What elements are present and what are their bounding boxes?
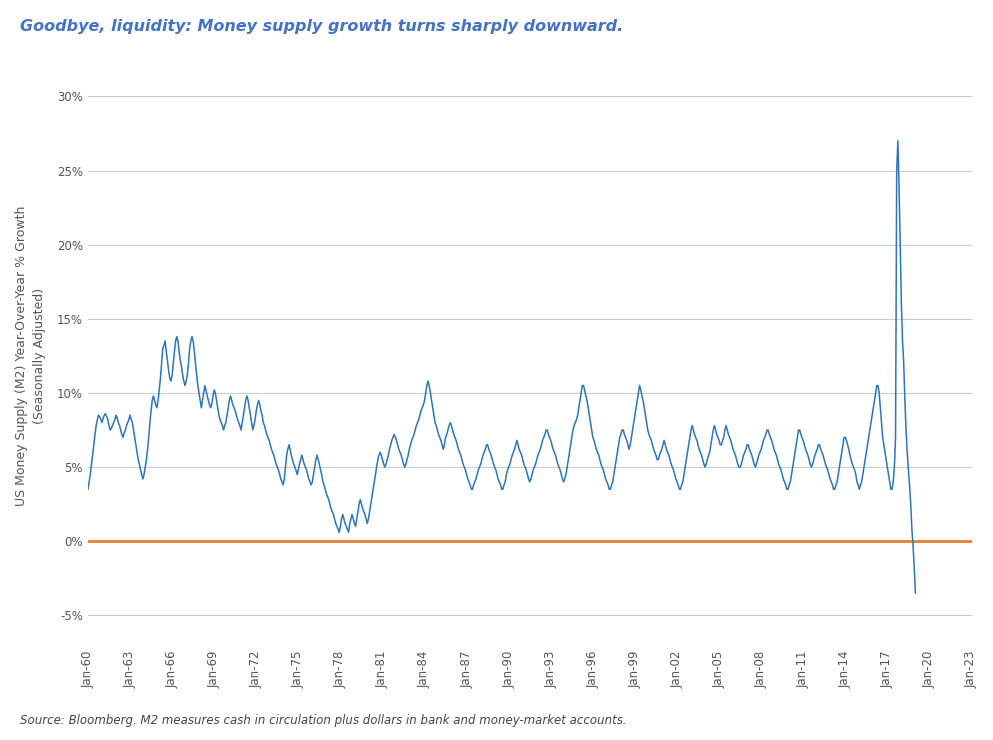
Text: Source: Bloomberg. M2 measures cash in circulation plus dollars in bank and mone: Source: Bloomberg. M2 measures cash in c… xyxy=(20,713,627,727)
Text: Goodbye, liquidity: Money supply growth turns sharply downward.: Goodbye, liquidity: Money supply growth … xyxy=(20,18,624,33)
Y-axis label: US Money Supply (M2) Year-Over-Year % Growth
(Seasonally Adjusted): US Money Supply (M2) Year-Over-Year % Gr… xyxy=(15,206,46,506)
